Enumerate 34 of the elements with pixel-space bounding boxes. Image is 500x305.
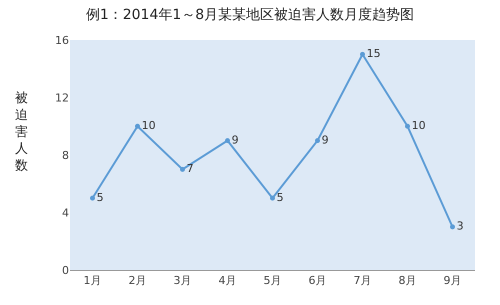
x-tick-label: 1月 [84, 274, 102, 288]
x-tick-label: 3月 [174, 274, 192, 288]
y-tick-label: 8 [62, 148, 69, 162]
x-tick-label: 9月 [444, 274, 462, 288]
data-label: 10 [412, 119, 426, 132]
point [270, 196, 275, 201]
point [315, 138, 320, 144]
x-tick-label: 5月 [264, 274, 282, 288]
y-tick-label: 12 [55, 91, 69, 104]
point [450, 224, 455, 230]
data-label: 5 [96, 190, 104, 204]
y-tick-label: 16 [55, 34, 69, 47]
y-tick-label: 0 [62, 264, 69, 277]
x-tick-label: 7月 [354, 274, 372, 288]
x-tick-label: 6月 [308, 274, 326, 288]
point [225, 138, 230, 144]
data-label: 10 [142, 119, 156, 132]
data-label: 3 [456, 220, 464, 233]
chart-title: 例1：2014年1～8月某某地区被迫害人数月度趋势图 [86, 6, 414, 23]
x-tick-label: 4月 [218, 274, 236, 288]
data-label: 9 [322, 133, 329, 146]
data-label: 7 [186, 162, 194, 176]
y-axis-title: 被迫害人数 [15, 91, 28, 174]
point [405, 124, 410, 129]
y-tick-label: 4 [62, 206, 69, 220]
point [90, 196, 95, 201]
x-tick-label: 8月 [398, 274, 416, 288]
point [360, 52, 365, 57]
data-label: 15 [366, 47, 381, 60]
x-tick-label: 2月 [128, 274, 146, 288]
data-label: 9 [232, 133, 239, 146]
point [135, 124, 140, 129]
point [180, 166, 185, 172]
data-label: 5 [276, 190, 284, 204]
